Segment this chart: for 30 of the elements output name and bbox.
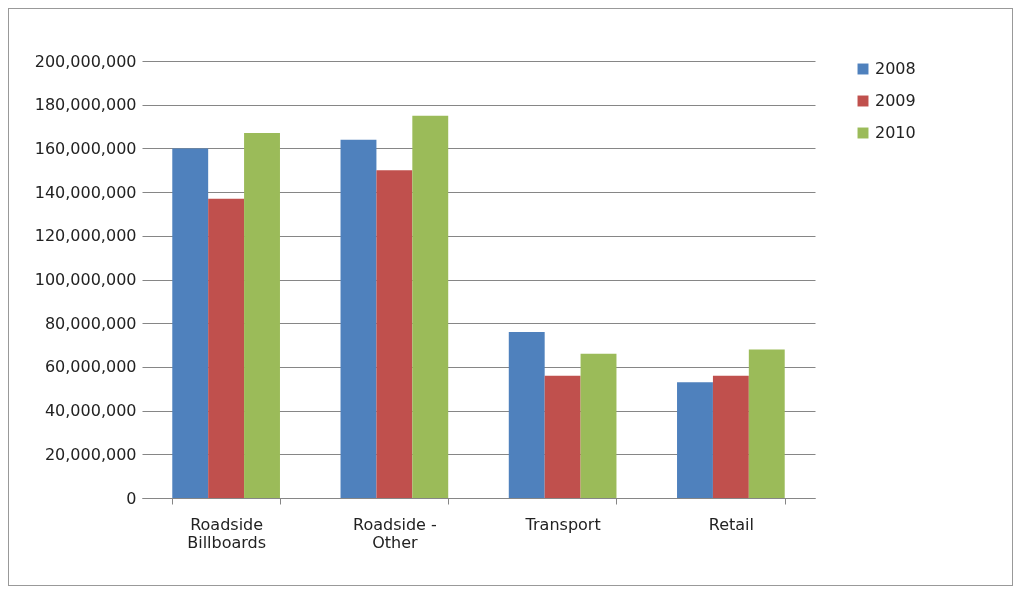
bar	[580, 353, 617, 498]
x-tick-label: Transport	[524, 514, 601, 534]
legend-label: 2008	[875, 59, 916, 78]
bar	[712, 375, 749, 498]
legend-label: 2009	[875, 91, 916, 110]
y-tick-label: 40,000,000	[44, 401, 137, 421]
bar	[748, 349, 785, 498]
legend-label: 2010	[875, 123, 916, 142]
x-tick-label: Roadside Billboards	[187, 514, 267, 552]
y-tick-label: 160,000,000	[34, 138, 137, 158]
bar	[376, 170, 413, 498]
y-tick-label: 100,000,000	[34, 270, 137, 289]
bar	[412, 115, 449, 498]
y-tick-label: 0	[126, 488, 137, 508]
y-tick-label: 140,000,000	[34, 182, 137, 202]
bar	[244, 133, 280, 498]
y-tick-label: 200,000,000	[34, 51, 137, 71]
x-tick-label: Roadside - Other	[352, 514, 437, 552]
bar	[508, 331, 545, 498]
bar	[172, 148, 209, 498]
bar	[340, 139, 377, 498]
y-tick-label: 80,000,000	[44, 313, 137, 333]
bar	[208, 198, 245, 498]
bar	[677, 382, 713, 498]
y-tick-label: 20,000,000	[44, 444, 137, 464]
x-tick-label: Retail	[708, 514, 754, 534]
y-tick-label: 60,000,000	[44, 357, 137, 377]
y-tick-label: 180,000,000	[34, 95, 137, 115]
bar	[544, 375, 581, 498]
y-tick-label: 120,000,000	[34, 226, 137, 246]
